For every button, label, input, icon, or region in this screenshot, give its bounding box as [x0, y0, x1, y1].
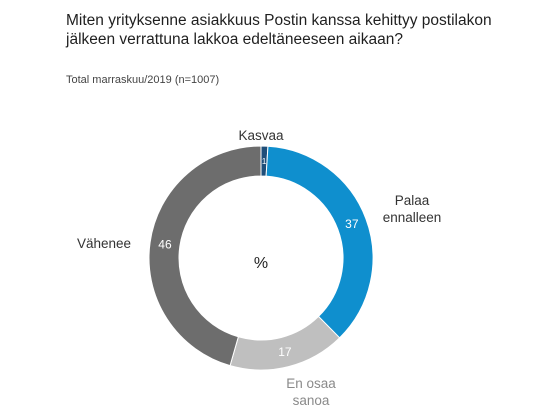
category-label-v-henee: Vähenee [77, 236, 131, 251]
category-label-kasvaa: Kasvaa [238, 128, 284, 143]
donut-slices [148, 145, 374, 371]
chart-title: Miten yrityksenne asiakkuus Postin kanss… [66, 12, 492, 48]
center-unit-label: % [254, 255, 268, 272]
category-label-en-osaa-sanoa: En osaa sanoa [286, 376, 336, 408]
chart-subtitle: Total marraskuu/2019 (n=1007) [66, 74, 220, 86]
slice-palaa-ennalleen [265, 145, 374, 339]
slice-en-osaa-sanoa [229, 315, 341, 371]
slice-v-henee [148, 145, 262, 367]
value-label-palaa-ennalleen: 37 [345, 217, 359, 231]
category-label-palaa-ennalleen: Palaa ennalleen [383, 193, 442, 225]
value-label-en-osaa-sanoa: 17 [278, 345, 292, 359]
value-label-kasvaa: 1 [262, 157, 267, 166]
donut-labels: 1 Kasvaa 37 Palaa ennalleen 17 En osaa sanoa 46 V… [77, 128, 441, 408]
value-label-v-henee: 46 [158, 237, 172, 251]
